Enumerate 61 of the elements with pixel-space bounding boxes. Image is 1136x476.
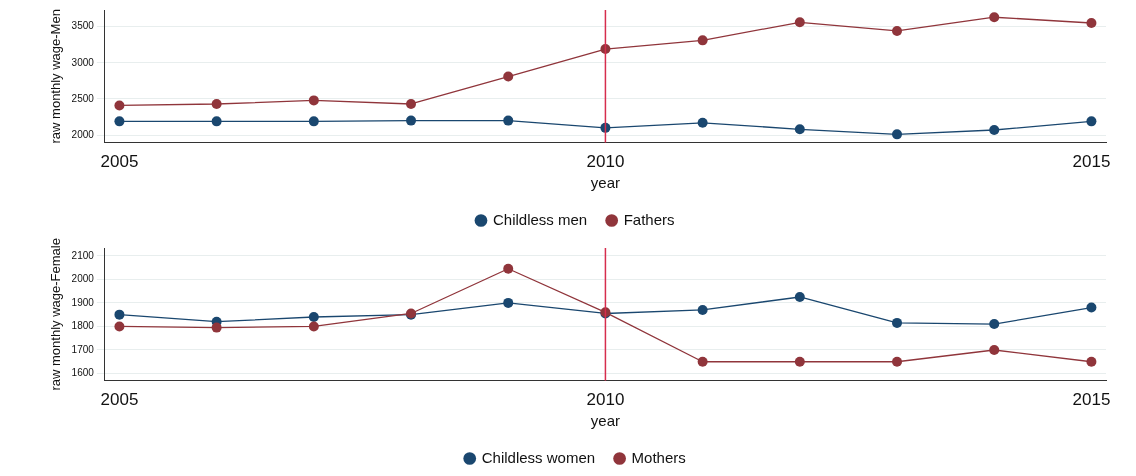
point xyxy=(1086,356,1097,367)
legend-label: Childless men xyxy=(492,210,588,228)
point xyxy=(114,321,125,332)
point xyxy=(308,95,319,106)
point xyxy=(794,356,805,367)
point xyxy=(1086,18,1097,29)
legend-label: Childless women xyxy=(481,448,596,466)
x-axis-title: year xyxy=(590,174,621,192)
point xyxy=(794,124,805,135)
point xyxy=(211,322,222,333)
point xyxy=(989,125,1000,136)
point xyxy=(697,304,708,315)
point xyxy=(697,117,708,128)
point xyxy=(892,25,903,36)
point xyxy=(114,116,125,127)
y-tick-label: 1600 xyxy=(71,367,95,379)
y-tick-label: 2000 xyxy=(71,273,95,285)
x-tick-label: 2010 xyxy=(586,390,625,410)
y-tick-label: 1800 xyxy=(71,320,95,332)
y-tick-label: 1700 xyxy=(71,343,95,355)
y-axis-title: raw monthly wage-Men xyxy=(48,9,64,144)
x-tick-label: 2010 xyxy=(586,152,625,172)
y-tick-label: 1900 xyxy=(71,296,95,308)
y-tick-label: 3500 xyxy=(71,20,95,32)
point xyxy=(892,129,903,140)
y-tick-label: 2000 xyxy=(71,128,95,140)
y-tick-label: 2100 xyxy=(71,249,95,261)
x-tick-label: 2015 xyxy=(1072,152,1111,172)
point xyxy=(989,344,1000,355)
y-axis-title: raw monthly wage-Female xyxy=(48,238,64,391)
point xyxy=(406,98,417,109)
point xyxy=(503,297,514,308)
point xyxy=(503,263,514,274)
point xyxy=(1086,302,1097,313)
point xyxy=(892,317,903,328)
y-tick-label: 3000 xyxy=(71,56,95,68)
point xyxy=(794,291,805,302)
x-tick-label: 2015 xyxy=(1072,390,1111,410)
point xyxy=(211,116,222,127)
point xyxy=(114,309,125,320)
point xyxy=(503,115,514,126)
legend-label: Mothers xyxy=(631,448,686,466)
point xyxy=(892,356,903,367)
x-tick-label: 2005 xyxy=(100,390,139,410)
point xyxy=(308,312,319,323)
legend-label: Fathers xyxy=(623,210,675,228)
point xyxy=(308,116,319,127)
point xyxy=(211,98,222,109)
point xyxy=(308,321,319,332)
point xyxy=(989,12,1000,23)
point xyxy=(697,356,708,367)
x-axis-title: year xyxy=(590,412,621,430)
y-tick-label: 2500 xyxy=(71,92,95,104)
point xyxy=(503,71,514,82)
point xyxy=(406,115,417,126)
point xyxy=(114,100,125,111)
point xyxy=(1086,116,1097,127)
point xyxy=(794,17,805,28)
x-tick-label: 2005 xyxy=(100,152,139,172)
point xyxy=(697,35,708,46)
point xyxy=(989,319,1000,330)
